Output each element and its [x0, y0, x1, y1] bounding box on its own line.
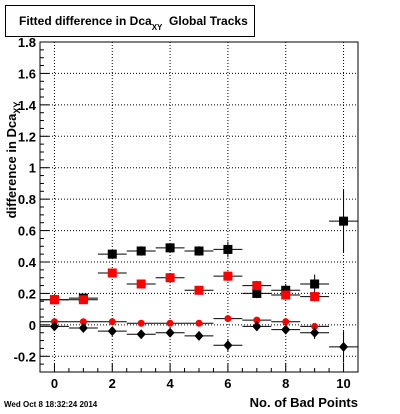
chart-title: Fitted difference in DcaXY Global Tracks: [19, 14, 248, 32]
data-point: [78, 323, 88, 333]
y-tick-label: 0.6: [18, 224, 36, 239]
x-tick-label: 2: [109, 376, 116, 391]
data-point: [223, 340, 233, 351]
data-point: [136, 246, 146, 256]
chart-title-rest: Global Tracks: [169, 14, 248, 28]
data-point: [165, 273, 175, 283]
y-tick-label: 0: [29, 318, 36, 333]
data-point: [195, 319, 203, 327]
data-point: [310, 292, 320, 302]
axes: 0 2 4 6 8 10 -0.2 0 0.2 0.4 0.6 0.8 1 1.2 1.4 1.6 1.8: [14, 35, 351, 391]
data-point: [223, 271, 233, 281]
y-tick-label: 1: [29, 161, 36, 176]
data-point: [79, 318, 87, 326]
data-point: [166, 319, 174, 327]
x-tick-label: 10: [336, 376, 350, 391]
data-point: [339, 341, 349, 352]
series-layer: [40, 189, 358, 363]
data-point: [310, 327, 320, 338]
data-point: [252, 281, 262, 291]
y-axis-title: difference in DcaXY: [4, 102, 22, 219]
data-point: [223, 244, 233, 254]
data-point: [107, 326, 117, 337]
data-point: [224, 315, 232, 323]
data-point: [107, 268, 117, 278]
data-point: [136, 279, 146, 289]
y-tick-label: 0.4: [18, 255, 37, 270]
y-tick-label: 1.6: [18, 66, 36, 81]
data-point: [282, 318, 290, 326]
series-3: [40, 321, 358, 363]
chart-title-sub: XY: [151, 23, 163, 32]
data-point: [165, 243, 175, 253]
y-tick-label: 1.8: [18, 35, 36, 50]
x-tick-label: 4: [166, 376, 174, 391]
data-point: [281, 324, 291, 335]
y-tick-label: 0.2: [18, 286, 36, 301]
plot-frame: [39, 41, 359, 373]
data-point: [253, 316, 261, 324]
y-tick-label: 1.4: [18, 98, 37, 113]
x-tick-label: 0: [51, 376, 58, 391]
y-axis-title-sub: XY: [12, 102, 22, 114]
y-axis-title-main: difference in Dca: [4, 113, 19, 219]
title-box: Fitted difference in DcaXY Global Tracks: [5, 5, 255, 37]
y-tick-label: 1.2: [18, 129, 36, 144]
data-point: [194, 246, 204, 256]
data-point: [49, 295, 59, 305]
data-point: [137, 319, 145, 327]
data-point: [339, 216, 349, 226]
data-point: [165, 327, 175, 338]
series-1: [40, 268, 330, 305]
data-point: [107, 249, 117, 259]
data-point: [49, 321, 59, 332]
timestamp: Wed Oct 8 18:32:24 2014: [4, 400, 98, 409]
data-point: [194, 285, 204, 295]
data-point: [252, 288, 262, 298]
data-point: [136, 329, 146, 340]
data-point: [281, 290, 291, 300]
chart-title-main: Fitted difference in Dca: [19, 14, 152, 28]
y-tick-label: -0.2: [14, 349, 36, 364]
y-tick-label: 0.8: [18, 192, 36, 207]
data-point: [78, 295, 88, 305]
data-point: [108, 318, 116, 326]
data-point: [194, 330, 204, 341]
x-axis-title: No. of Bad Points: [250, 395, 358, 410]
x-tick-label: 6: [224, 376, 231, 391]
data-point: [252, 321, 262, 332]
x-tick-label: 8: [282, 376, 289, 391]
data-point: [310, 279, 320, 289]
